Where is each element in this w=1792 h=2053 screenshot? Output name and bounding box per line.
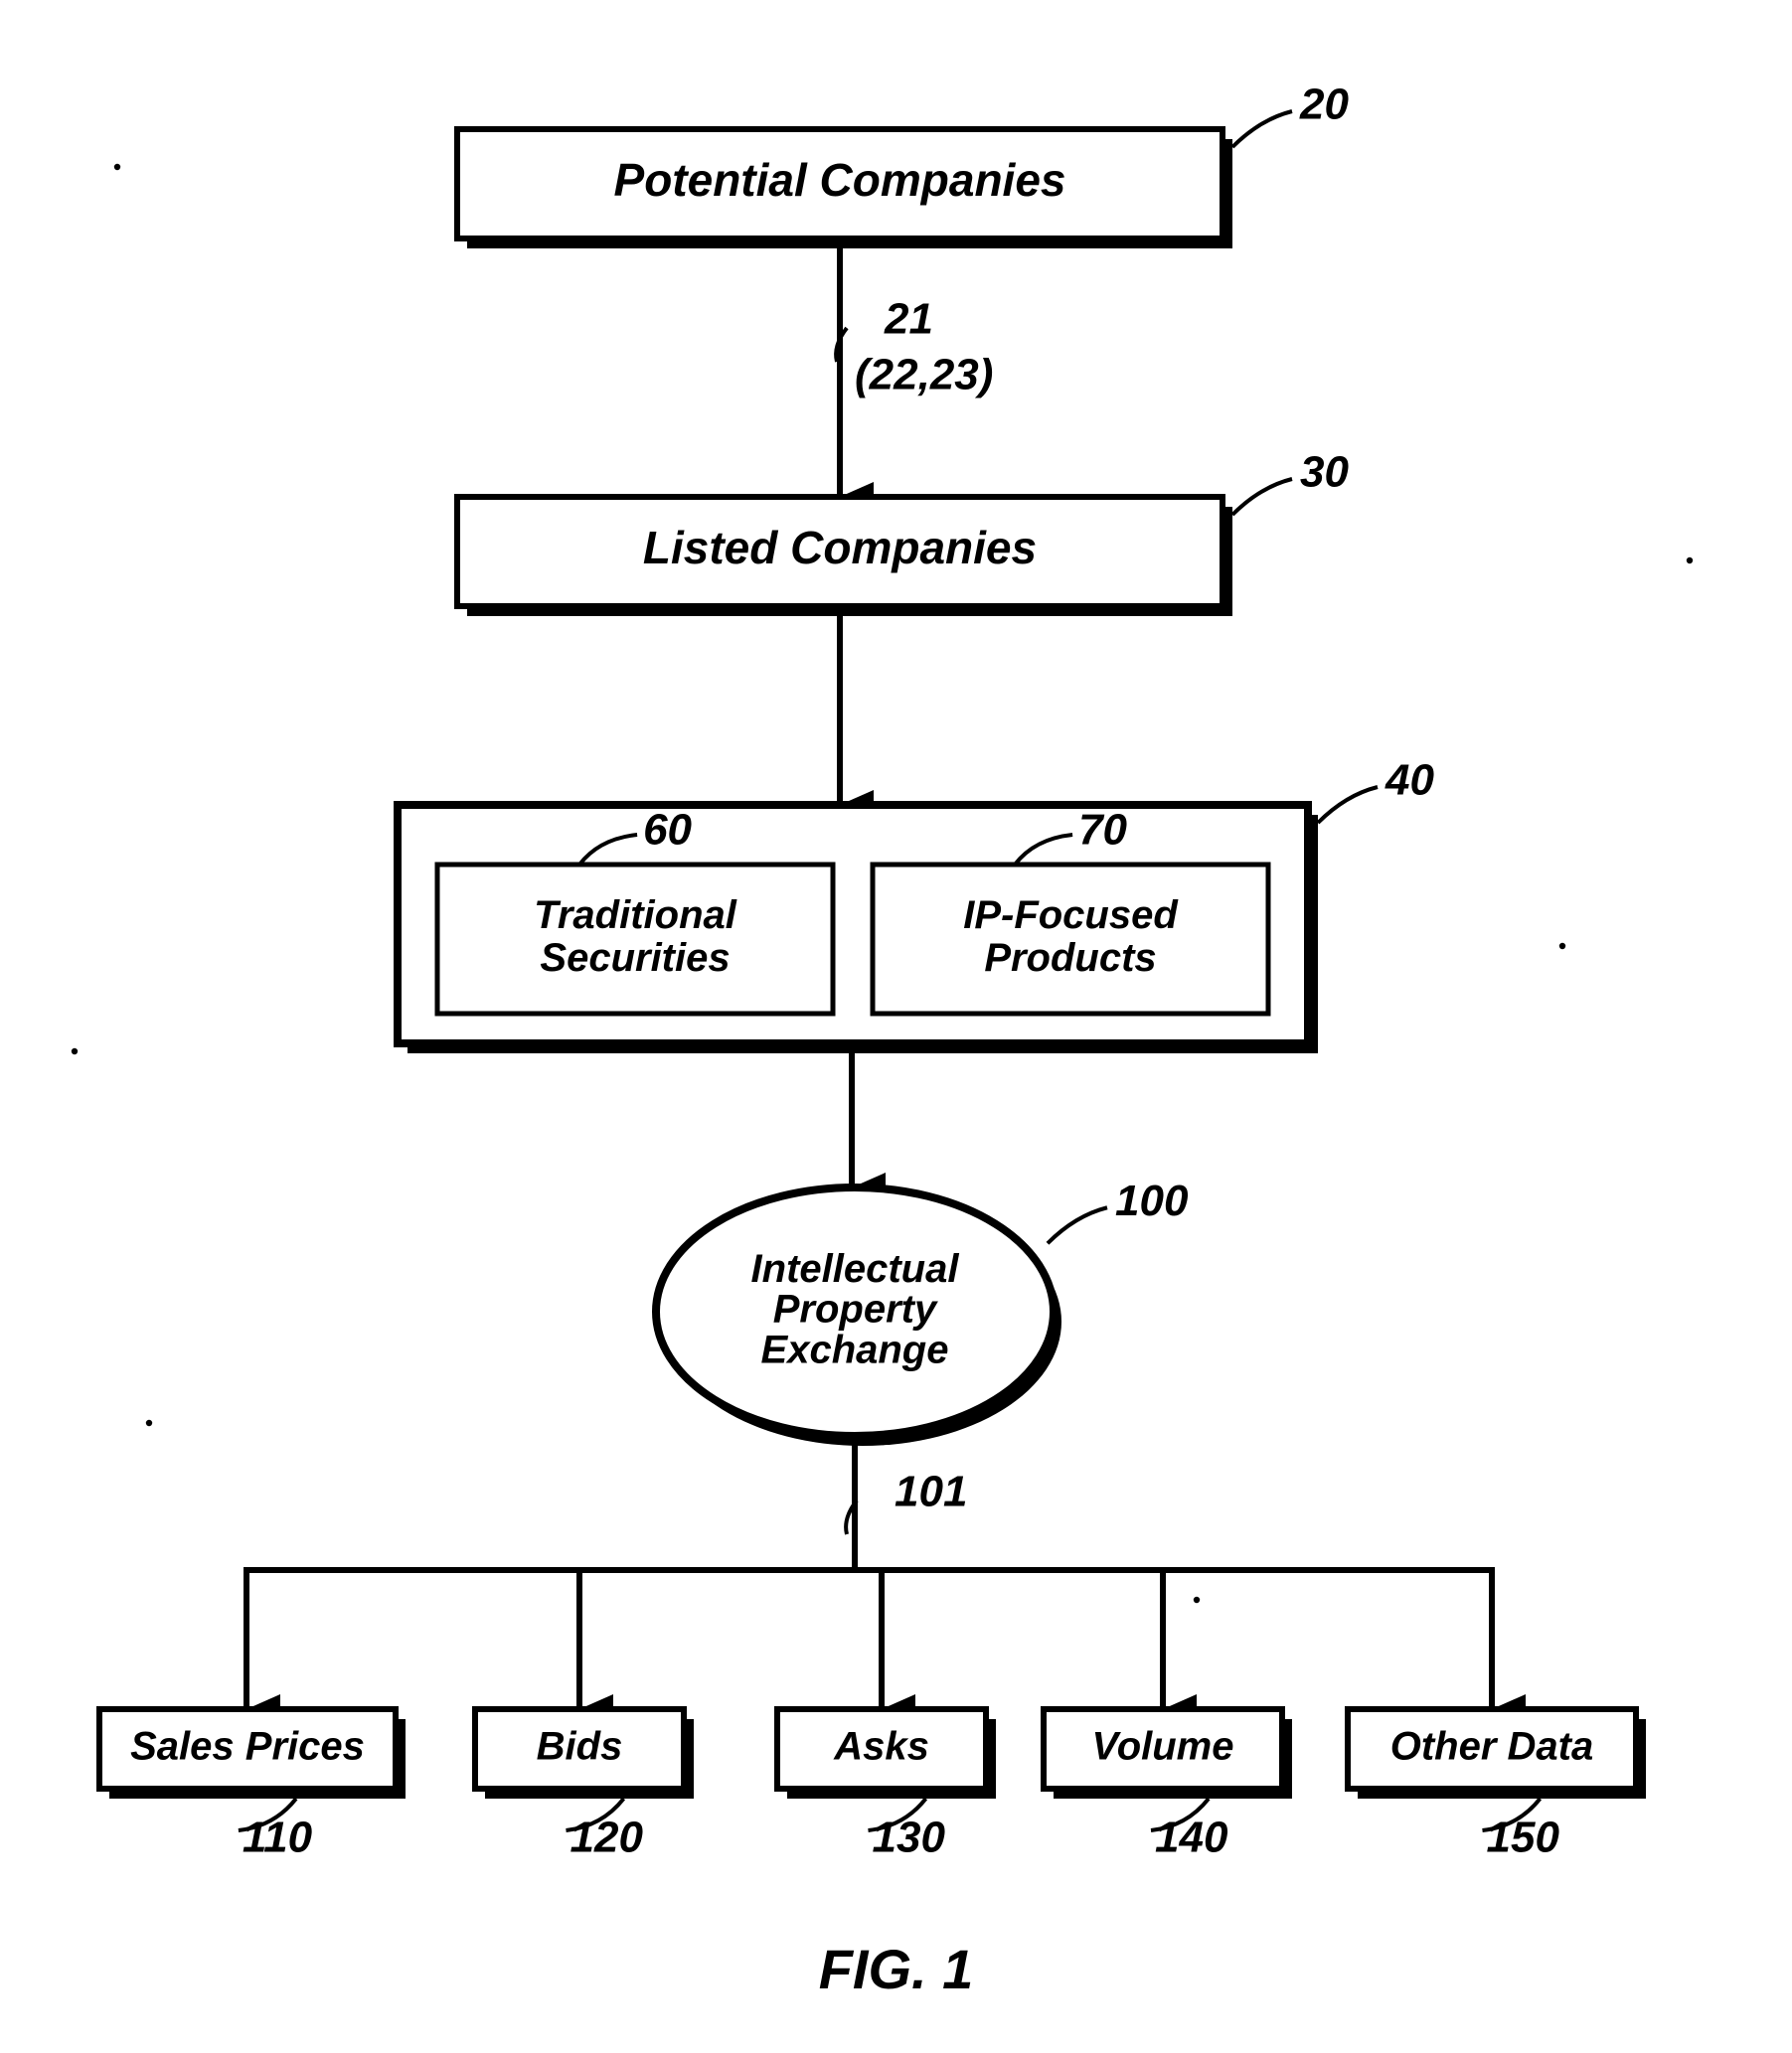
svg-text:Volume: Volume: [1092, 1725, 1234, 1769]
svg-text:Property: Property: [773, 1288, 938, 1332]
svg-text:Products: Products: [984, 936, 1156, 980]
svg-text:Other Data: Other Data: [1390, 1725, 1594, 1769]
svg-text:(22,23): (22,23): [855, 351, 993, 399]
svg-text:Asks: Asks: [833, 1725, 929, 1769]
svg-text:140: 140: [1155, 1814, 1228, 1862]
svg-text:110: 110: [243, 1814, 313, 1862]
svg-text:21: 21: [884, 295, 933, 344]
svg-text:60: 60: [643, 806, 692, 855]
svg-text:Securities: Securities: [540, 936, 730, 980]
svg-text:150: 150: [1487, 1814, 1560, 1862]
svg-text:Potential Companies: Potential Companies: [614, 154, 1066, 206]
svg-text:40: 40: [1385, 756, 1434, 805]
svg-text:20: 20: [1299, 80, 1349, 129]
svg-text:Traditional: Traditional: [534, 893, 737, 937]
svg-text:Bids: Bids: [537, 1725, 623, 1769]
svg-text:101: 101: [895, 1468, 967, 1516]
svg-text:Intellectual: Intellectual: [751, 1247, 960, 1291]
svg-text:Sales Prices: Sales Prices: [130, 1725, 365, 1769]
svg-text:IP-Focused: IP-Focused: [963, 893, 1179, 937]
svg-text:70: 70: [1078, 806, 1127, 855]
svg-text:Exchange: Exchange: [761, 1328, 949, 1371]
svg-text:130: 130: [873, 1814, 946, 1862]
svg-text:30: 30: [1300, 448, 1349, 497]
svg-text:100: 100: [1115, 1177, 1189, 1225]
svg-text:120: 120: [570, 1814, 644, 1862]
svg-text:Listed Companies: Listed Companies: [643, 522, 1037, 573]
figure-caption: FIG. 1: [819, 1938, 974, 2000]
